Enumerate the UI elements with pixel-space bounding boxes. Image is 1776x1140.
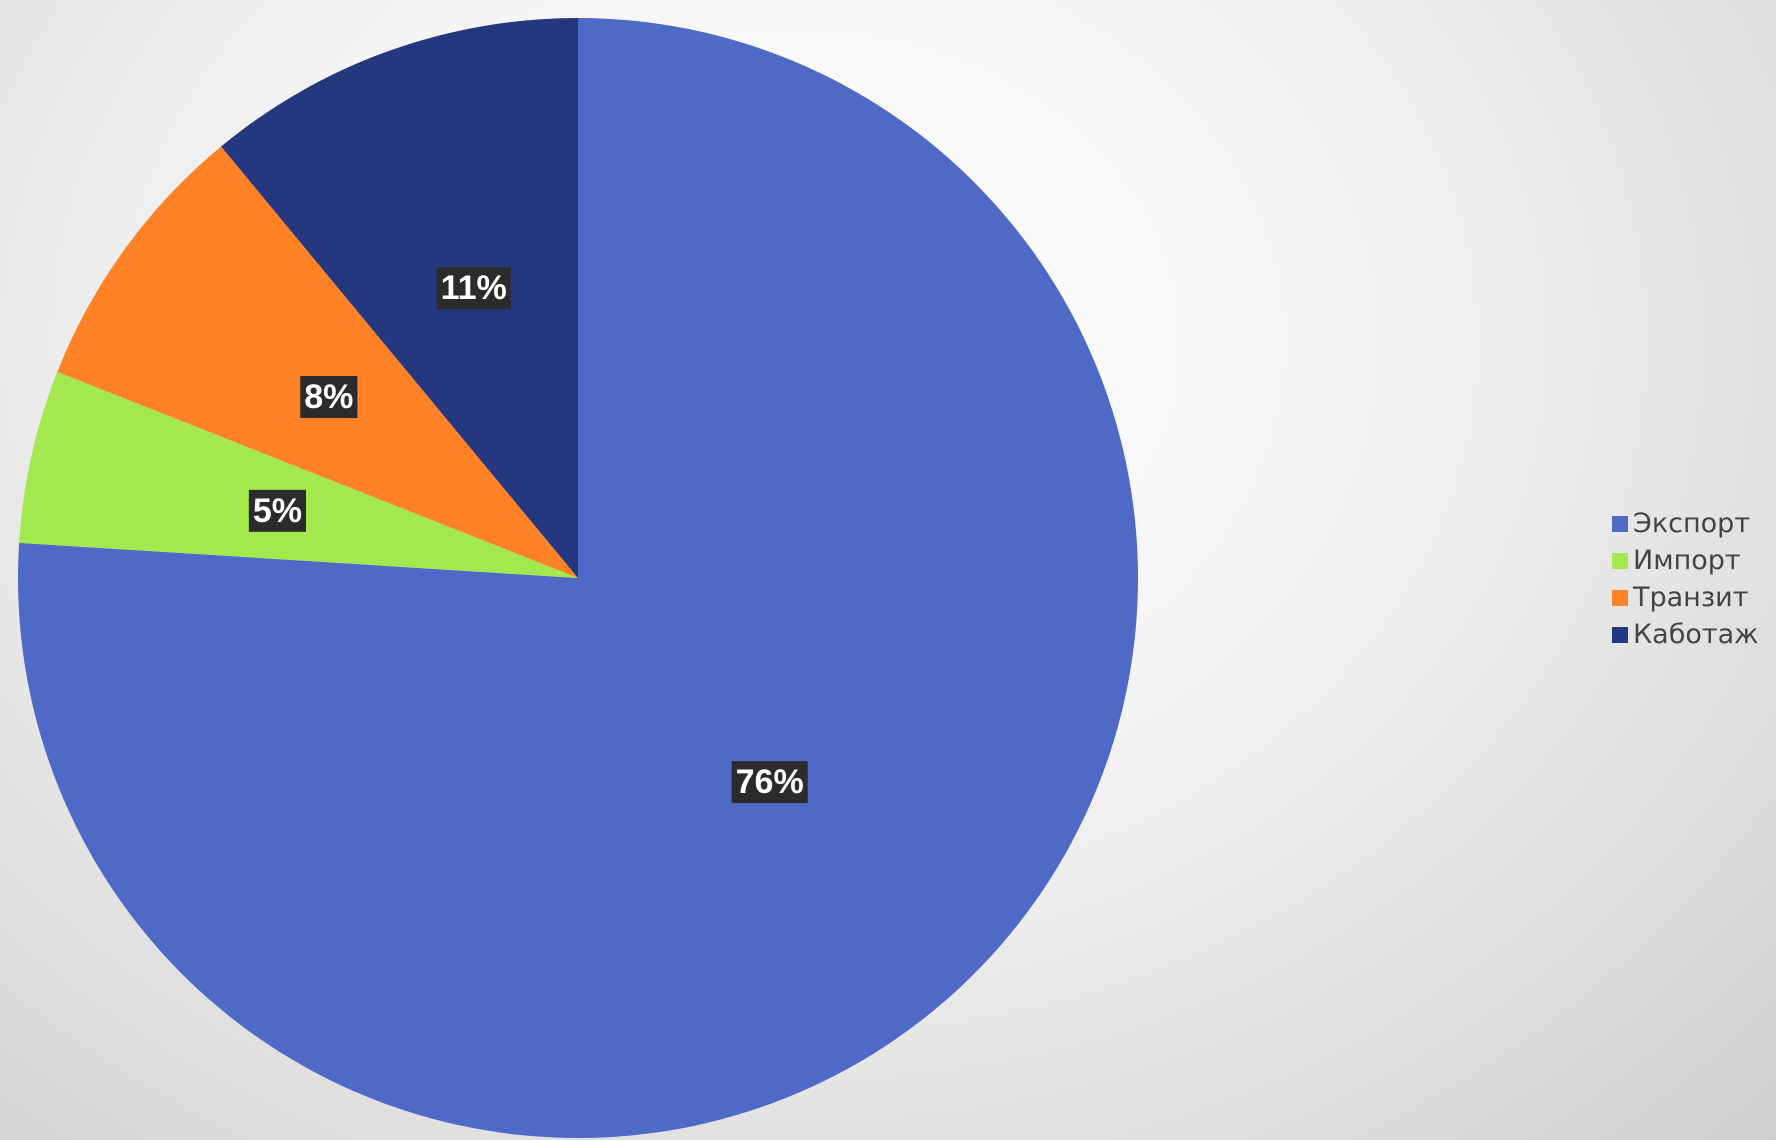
slice-label-text: 11% bbox=[441, 269, 507, 307]
legend-item: Транзит bbox=[1612, 579, 1758, 616]
legend-label: Транзит bbox=[1633, 582, 1749, 613]
legend-label: Экспорт bbox=[1633, 508, 1751, 539]
slice-data-label: 76% bbox=[731, 761, 808, 804]
legend-item: Импорт bbox=[1612, 542, 1758, 579]
pie-data-labels: 76% 5% 8% 11% bbox=[248, 267, 808, 804]
legend-item: Каботаж bbox=[1612, 616, 1758, 653]
slice-label-text: 76% bbox=[736, 763, 804, 801]
legend-swatch bbox=[1612, 515, 1628, 532]
legend-swatch bbox=[1612, 552, 1628, 569]
pie-slice bbox=[57, 146, 578, 579]
slice-label-text: 8% bbox=[304, 378, 353, 416]
slice-data-label: 8% bbox=[300, 375, 358, 418]
legend-label: Импорт bbox=[1633, 545, 1741, 576]
slice-label-text: 5% bbox=[253, 492, 302, 530]
pie-slice bbox=[19, 371, 578, 578]
slice-data-label: 5% bbox=[248, 489, 306, 532]
legend-swatch bbox=[1612, 626, 1628, 643]
legend-label: Каботаж bbox=[1633, 619, 1759, 650]
chart-legend: Экспорт Импорт Транзит Каботаж bbox=[1612, 505, 1758, 653]
pie-slices bbox=[17, 18, 1139, 1138]
pie-slice bbox=[221, 18, 578, 578]
legend-swatch bbox=[1612, 589, 1628, 606]
slice-data-label: 11% bbox=[436, 267, 511, 310]
legend-item: Экспорт bbox=[1612, 505, 1758, 542]
